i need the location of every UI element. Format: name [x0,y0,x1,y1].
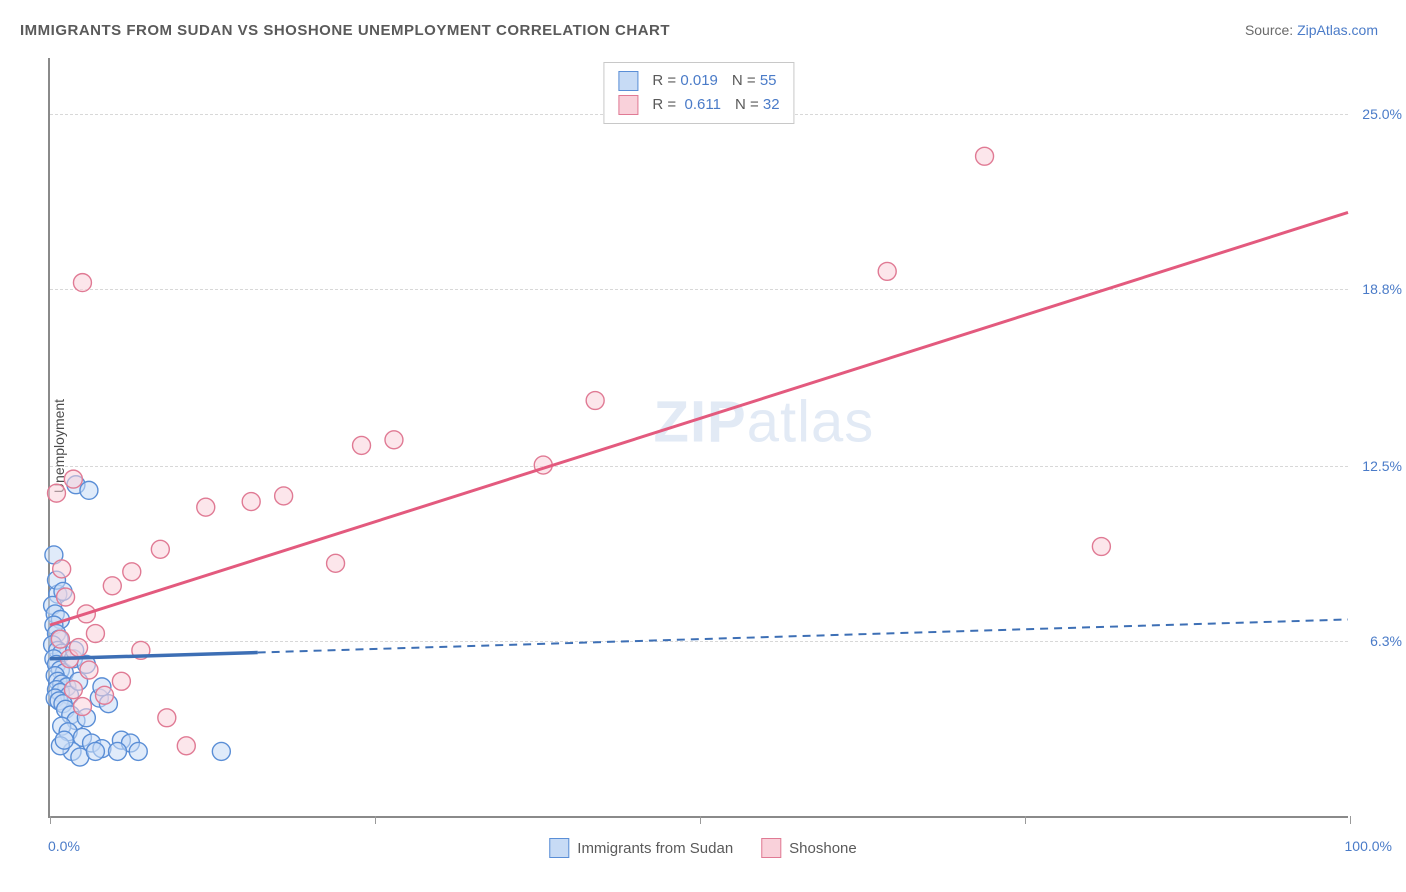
data-point [123,563,141,581]
data-point [327,554,345,572]
data-point [177,737,195,755]
data-point [212,742,230,760]
data-point [103,577,121,595]
data-point [55,731,73,749]
r-value-sudan: 0.019 [680,72,718,89]
legend-row-sudan: R = 0.019 N = 55 [618,69,779,93]
data-point [86,742,104,760]
data-point [64,470,82,488]
n-value-sudan: 55 [760,72,777,89]
x-axis-max: 100.0% [1345,838,1392,854]
data-point [80,481,98,499]
n-label-shoshone: N = [735,96,763,113]
r-label-shoshone: R = [652,96,680,113]
n-label-sudan: N = [732,72,760,89]
data-point [73,698,91,716]
data-point [86,625,104,643]
regression-line [258,619,1348,652]
legend-item-shoshone: Shoshone [761,838,857,858]
chart-title: IMMIGRANTS FROM SUDAN VS SHOSHONE UNEMPL… [20,22,670,39]
x-tick-mark [700,816,701,824]
data-point [151,540,169,558]
r-value-shoshone: 0.611 [685,96,721,113]
data-point [197,498,215,516]
data-point [73,274,91,292]
legend-series: Immigrants from Sudan Shoshone [549,838,856,858]
n-value-shoshone: 32 [763,96,780,113]
swatch-shoshone [618,95,638,115]
y-tick-label: 25.0% [1362,106,1402,122]
data-point [275,487,293,505]
plot-area: 6.3%12.5%18.8%25.0% ZIPatlas R = 0.019 N… [48,58,1348,818]
data-point [353,436,371,454]
y-tick-label: 6.3% [1370,633,1402,649]
x-tick-mark [1025,816,1026,824]
x-tick-mark [375,816,376,824]
source-label: Source: [1245,22,1297,38]
data-point [976,147,994,165]
data-point [96,686,114,704]
swatch-sudan [618,71,638,91]
source-link[interactable]: ZipAtlas.com [1297,22,1378,38]
x-tick-mark [50,816,51,824]
data-point [109,742,127,760]
x-tick-mark [1350,816,1351,824]
data-point [53,560,71,578]
data-point [48,484,66,502]
x-axis-min: 0.0% [48,838,80,854]
data-point [158,709,176,727]
data-point [57,588,75,606]
y-tick-label: 12.5% [1362,458,1402,474]
data-point [51,630,69,648]
y-tick-label: 18.8% [1362,281,1402,297]
scatter-svg [50,58,1348,816]
data-point [112,672,130,690]
data-point [385,431,403,449]
regression-line [50,212,1348,625]
data-point [586,392,604,410]
legend-item-sudan: Immigrants from Sudan [549,838,733,858]
chart-container: IMMIGRANTS FROM SUDAN VS SHOSHONE UNEMPL… [0,0,1406,892]
legend-stats: R = 0.019 N = 55 R = 0.611 N = 32 [603,62,794,124]
data-point [1092,538,1110,556]
data-point [64,681,82,699]
data-point [70,639,88,657]
legend-label-sudan: Immigrants from Sudan [577,840,733,857]
r-label-sudan: R = [652,72,680,89]
data-point [878,262,896,280]
data-point [80,661,98,679]
source-attribution: Source: ZipAtlas.com [1245,22,1378,38]
data-point [129,742,147,760]
data-point [242,493,260,511]
legend-label-shoshone: Shoshone [789,840,857,857]
swatch-shoshone-icon [761,838,781,858]
legend-row-shoshone: R = 0.611 N = 32 [618,93,779,117]
swatch-sudan-icon [549,838,569,858]
